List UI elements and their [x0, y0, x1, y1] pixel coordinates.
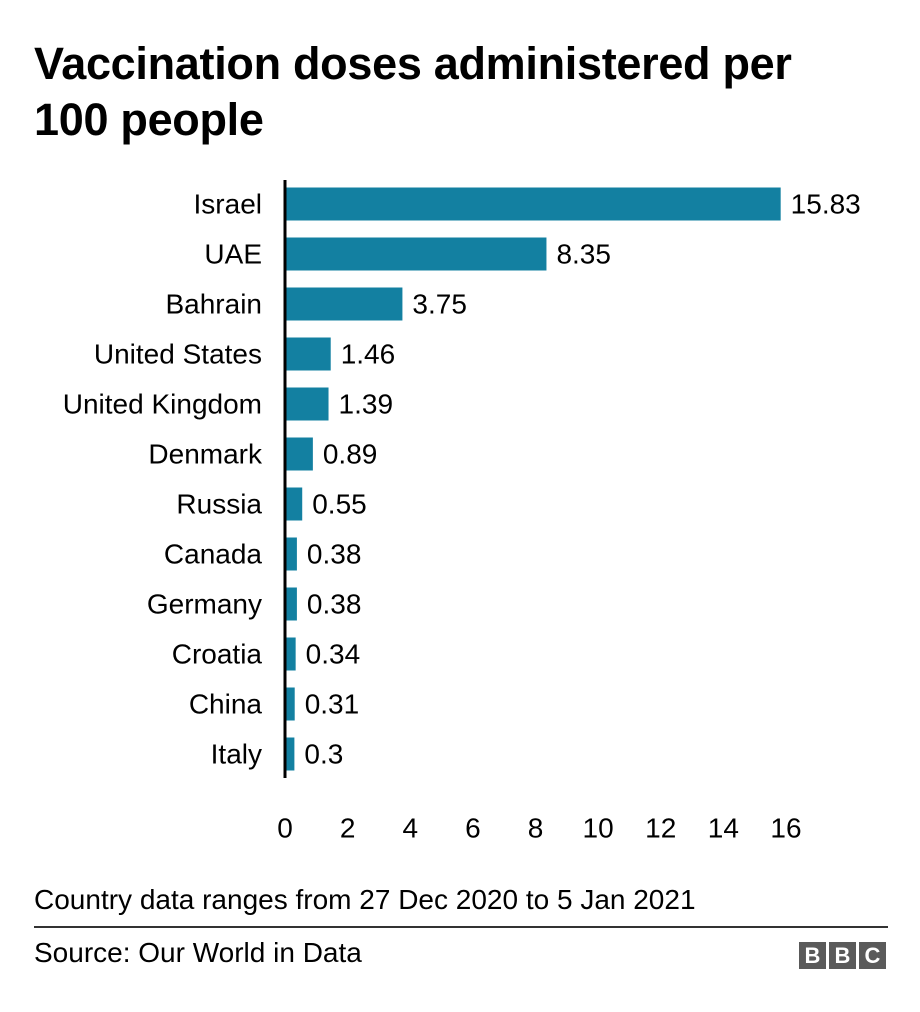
bar-value-label: 0.34	[306, 639, 361, 670]
bars-group	[285, 187, 781, 771]
category-label: Bahrain	[165, 289, 262, 320]
bar	[285, 187, 781, 221]
bar	[285, 637, 296, 671]
bar-value-label: 15.83	[791, 189, 861, 220]
bbc-logo: B B C	[799, 942, 886, 969]
bbc-logo-letter: C	[859, 942, 886, 969]
bar-value-label: 3.75	[412, 289, 467, 320]
bar-value-label: 8.35	[556, 239, 611, 270]
bar-value-label: 0.31	[305, 689, 360, 720]
bar	[285, 537, 297, 571]
category-label: Russia	[176, 489, 262, 520]
bar	[285, 487, 303, 521]
footnote: Country data ranges from 27 Dec 2020 to …	[34, 884, 696, 915]
bar	[285, 587, 297, 621]
category-label: Canada	[164, 539, 263, 570]
bar	[285, 387, 329, 421]
category-labels-group: Israel UAE Bahrain United States United King…	[63, 189, 263, 770]
bar	[285, 237, 547, 271]
chart-title: Vaccination doses administered per 100 p…	[34, 38, 792, 145]
category-label: Denmark	[148, 439, 263, 470]
category-label: Israel	[194, 189, 262, 220]
x-tick-label: 12	[645, 813, 676, 844]
x-tick-label: 16	[770, 813, 801, 844]
bar-value-label: 0.38	[307, 589, 362, 620]
value-labels-group: 15.83 8.35 3.75 1.46 1.39 0.89 0.55 0.38 0.38 0.3…	[304, 189, 860, 770]
category-label: Croatia	[172, 639, 263, 670]
bar-value-label: 1.46	[341, 339, 396, 370]
bbc-logo-letter: B	[799, 942, 826, 969]
category-label: Germany	[147, 589, 262, 620]
category-label: United Kingdom	[63, 389, 262, 420]
source-text: Source: Our World in Data	[34, 937, 362, 968]
bar-value-label: 0.89	[323, 439, 378, 470]
bar	[285, 287, 403, 321]
bar	[285, 337, 331, 371]
x-tick-label: 10	[583, 813, 614, 844]
category-label: China	[189, 689, 263, 720]
x-tick-label: 8	[528, 813, 544, 844]
bar	[285, 737, 295, 771]
x-tick-label: 0	[277, 813, 293, 844]
category-label: United States	[94, 339, 262, 370]
bar-value-label: 0.38	[307, 539, 362, 570]
footer-divider	[34, 926, 888, 928]
x-axis-ticks: 0 2 4 6 8 10 12 14 16	[277, 813, 801, 844]
x-tick-label: 4	[402, 813, 418, 844]
bar-chart: 15.838.353.751.461.390.890.550.380.380.3…	[63, 180, 861, 844]
bar	[285, 437, 313, 471]
x-tick-label: 14	[708, 813, 739, 844]
category-label: UAE	[204, 239, 262, 270]
x-tick-label: 6	[465, 813, 481, 844]
bar	[285, 687, 295, 721]
category-label: Italy	[211, 739, 262, 770]
bar-value-label: 0.55	[312, 489, 367, 520]
bar-value-label: 1.39	[339, 389, 394, 420]
bar-value-label: 0.3	[304, 739, 343, 770]
x-tick-label: 2	[340, 813, 356, 844]
bbc-logo-letter: B	[829, 942, 856, 969]
